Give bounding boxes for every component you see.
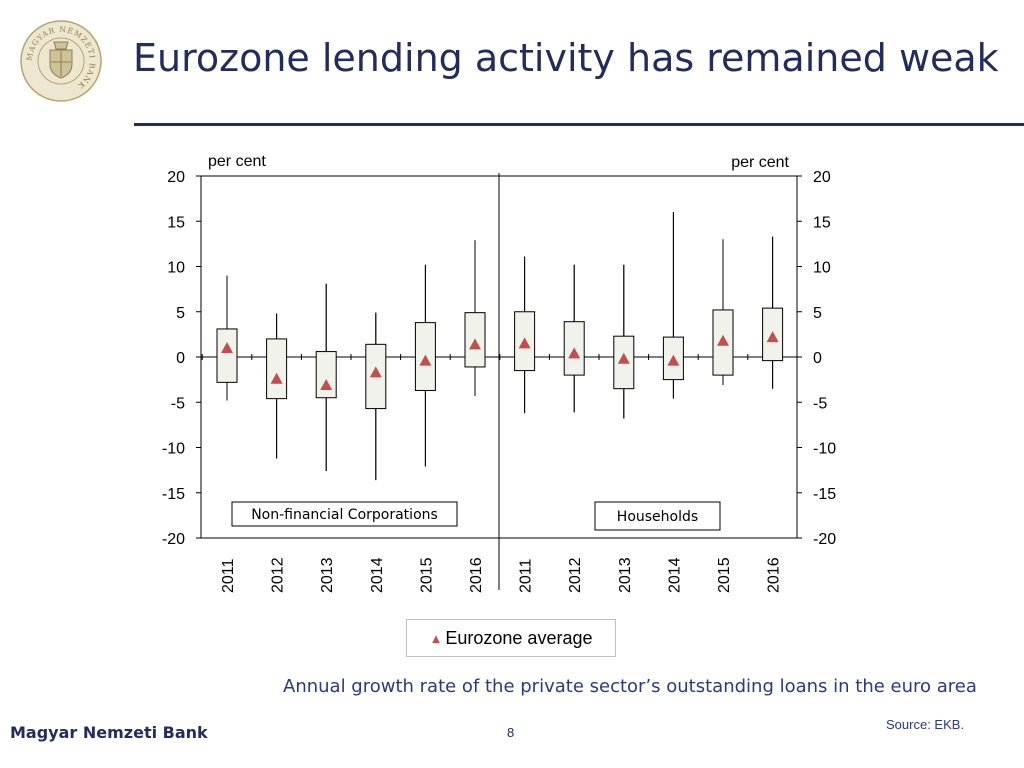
x-tick-label: 2011 <box>518 558 535 593</box>
y-tick-label-right: -20 <box>813 531 836 548</box>
chart-boxes <box>216 212 784 481</box>
average-marker <box>667 354 680 366</box>
chart-legend: ▲ Eurozone average <box>406 619 616 657</box>
y-tick-label-left: 10 <box>167 260 185 277</box>
y-tick-label-left: 15 <box>167 214 185 231</box>
y-tick-label-right: 15 <box>813 214 831 231</box>
y-tick-label-left: -10 <box>162 441 185 458</box>
y-tick-label-left: -20 <box>162 531 185 548</box>
page-number: 8 <box>507 725 515 740</box>
mnb-logo: MAGYAR NEMZETI BANK <box>20 20 102 102</box>
panel-corporations <box>216 240 486 481</box>
x-tick-label: 2016 <box>468 557 485 593</box>
y-tick-label-right: -5 <box>813 395 827 412</box>
y-tick-label-right: 10 <box>813 260 831 277</box>
footer-brand: Magyar Nemzeti Bank <box>10 723 208 742</box>
box <box>266 338 288 400</box>
average-marker <box>221 341 233 353</box>
average-marker <box>270 372 283 384</box>
y-tick-label-right: -15 <box>813 486 836 503</box>
average-marker <box>568 347 581 359</box>
y-tick-label-left: 20 <box>167 169 185 186</box>
panel-label-corporations-box <box>231 501 458 527</box>
source-note: Source: EKB. <box>886 717 965 732</box>
y-tick-label-right: 5 <box>813 305 822 322</box>
average-marker <box>320 379 333 391</box>
average-marker <box>766 331 779 343</box>
y-unit-right: per cent <box>731 154 789 171</box>
average-marker <box>419 354 432 366</box>
chart-caption: Annual growth rate of the private sector… <box>283 676 977 697</box>
box <box>315 351 337 399</box>
y-tick-label-right: 20 <box>813 169 831 186</box>
y-tick-label-left: 0 <box>176 350 185 367</box>
x-tick-label: 2014 <box>666 557 683 593</box>
y-tick-label-left: -15 <box>162 486 185 503</box>
x-tick-label: 2012 <box>567 557 584 593</box>
panel-label-households: Households <box>617 509 698 525</box>
page-title: Eurozone lending activity has remained w… <box>133 36 999 80</box>
average-marker <box>469 338 481 350</box>
panel-label-corporations: Non-financial Corporations <box>251 507 438 523</box>
x-tick-label: 2012 <box>270 557 287 593</box>
legend-label: Eurozone average <box>445 627 593 648</box>
panel-households <box>514 212 784 419</box>
average-marker <box>717 334 729 346</box>
y-tick-label-right: -10 <box>813 441 836 458</box>
chart-axes <box>196 173 802 590</box>
box <box>216 328 238 383</box>
x-tick-label: 2015 <box>418 557 435 593</box>
average-marker <box>617 352 630 364</box>
x-tick-label: 2013 <box>319 557 336 593</box>
x-tick-label: 2011 <box>220 558 237 593</box>
x-tick-label: 2013 <box>617 557 634 593</box>
y-unit-left: per cent <box>208 153 266 170</box>
x-tick-label: 2014 <box>369 557 386 593</box>
triangle-marker-icon: ▲ <box>429 630 443 646</box>
title-divider <box>134 123 1024 126</box>
x-tick-label: 2015 <box>716 557 733 593</box>
average-marker <box>369 366 382 378</box>
average-marker <box>518 337 531 349</box>
x-tick-label: 2016 <box>766 557 783 593</box>
y-tick-label-left: -5 <box>171 395 185 412</box>
panel-label-households-box <box>594 501 721 531</box>
y-tick-label-right: 0 <box>813 350 822 367</box>
y-tick-label-left: 5 <box>176 305 185 322</box>
